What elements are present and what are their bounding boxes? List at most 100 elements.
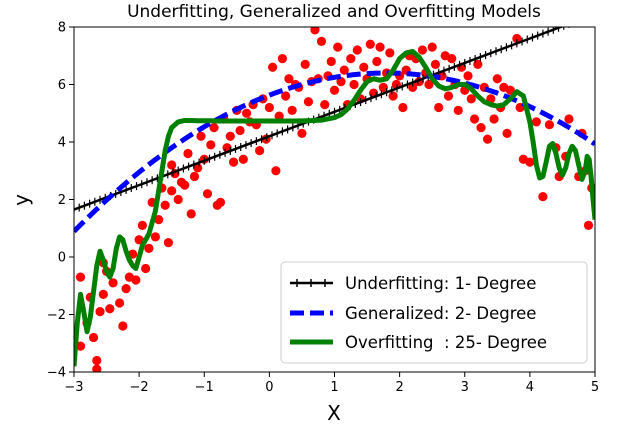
chart-title: Underfitting, Generalized and Overfittin… <box>127 2 541 22</box>
data-point <box>469 114 480 124</box>
data-point <box>268 62 278 72</box>
data-point <box>186 209 196 219</box>
x-tick-label: 0 <box>265 380 273 395</box>
data-point <box>284 74 294 84</box>
overfit-curve <box>74 48 595 367</box>
data-point <box>88 332 99 343</box>
data-point <box>544 120 555 130</box>
data-point <box>538 192 548 202</box>
axis-ticks: −3 −2 −1 0 1 2 3 4 5 −4 −2 0 2 4 6 8 <box>47 21 599 396</box>
data-point <box>281 91 291 101</box>
data-point <box>202 189 213 199</box>
plot-area <box>74 27 595 372</box>
x-axis-label: X <box>327 401 341 425</box>
x-tick-label: 5 <box>591 380 599 395</box>
data-point <box>473 59 483 69</box>
data-point <box>105 304 115 314</box>
data-point <box>167 160 177 170</box>
data-point <box>310 27 320 35</box>
data-point <box>489 114 499 124</box>
data-point <box>359 62 369 72</box>
data-point <box>241 108 252 118</box>
data-point <box>144 243 154 253</box>
legend-label-overfit: Overfitting : 25- Degree <box>345 333 547 352</box>
data-point <box>434 102 444 113</box>
legend-swatch-underfit-markers <box>296 279 326 287</box>
y-tick-label: 2 <box>58 193 66 208</box>
data-point <box>228 157 239 167</box>
data-point <box>385 48 395 58</box>
data-point <box>564 114 574 124</box>
data-point <box>75 341 86 351</box>
data-point <box>209 123 219 133</box>
data-point <box>92 355 102 366</box>
data-point <box>349 79 359 90</box>
data-point <box>98 289 108 299</box>
data-point <box>271 166 281 176</box>
data-point <box>180 180 190 190</box>
data-point <box>443 91 454 101</box>
data-point <box>408 82 418 92</box>
data-point <box>329 85 340 95</box>
x-tick-label: −2 <box>130 380 149 395</box>
data-point <box>303 97 314 107</box>
data-point <box>215 197 226 207</box>
data-point <box>583 220 594 230</box>
data-point <box>372 56 382 67</box>
data-point <box>447 54 457 64</box>
x-tick-label: −3 <box>64 380 83 395</box>
data-point <box>287 105 297 115</box>
data-point <box>352 45 362 55</box>
x-tick-label: 2 <box>395 380 403 395</box>
data-point <box>320 100 330 110</box>
y-tick-label: 6 <box>58 78 66 93</box>
data-point <box>346 54 356 64</box>
y-tick-label: −2 <box>47 308 66 323</box>
generalized-curve <box>74 70 595 234</box>
data-point <box>163 238 174 248</box>
data-point <box>264 102 274 113</box>
data-point <box>525 157 535 167</box>
data-point <box>206 140 216 150</box>
data-point <box>225 131 235 141</box>
legend-label-underfit: Underfitting: 1- Degree <box>345 274 536 293</box>
data-point <box>378 82 388 92</box>
data-point <box>150 232 161 242</box>
data-point <box>137 220 147 230</box>
data-point <box>492 74 502 84</box>
data-point <box>277 54 287 64</box>
fit-lines <box>74 27 595 367</box>
data-point <box>154 215 164 225</box>
data-point <box>502 128 512 138</box>
y-axis-label: y <box>9 194 33 206</box>
data-point <box>326 56 336 67</box>
data-point <box>108 278 118 288</box>
data-point <box>512 33 522 44</box>
data-point <box>160 200 170 210</box>
data-point <box>482 134 493 144</box>
data-point <box>92 364 102 372</box>
data-point <box>316 36 327 46</box>
data-point <box>75 272 86 282</box>
data-point <box>453 105 463 115</box>
x-tick-label: 1 <box>330 380 338 395</box>
data-point <box>476 123 486 133</box>
data-point <box>141 263 151 274</box>
data-point <box>388 91 398 101</box>
data-point <box>297 128 307 138</box>
scatter-points <box>75 27 595 372</box>
data-point <box>189 171 200 182</box>
data-point <box>274 111 284 121</box>
data-point <box>255 146 265 156</box>
data-point <box>531 117 541 127</box>
y-tick-label: 0 <box>58 251 66 266</box>
data-point <box>238 154 248 164</box>
x-tick-label: −1 <box>195 380 214 395</box>
data-point <box>336 77 346 87</box>
data-point <box>167 186 177 196</box>
data-point <box>95 307 105 317</box>
data-point <box>193 163 203 173</box>
data-point <box>505 85 515 95</box>
data-point <box>131 275 141 285</box>
